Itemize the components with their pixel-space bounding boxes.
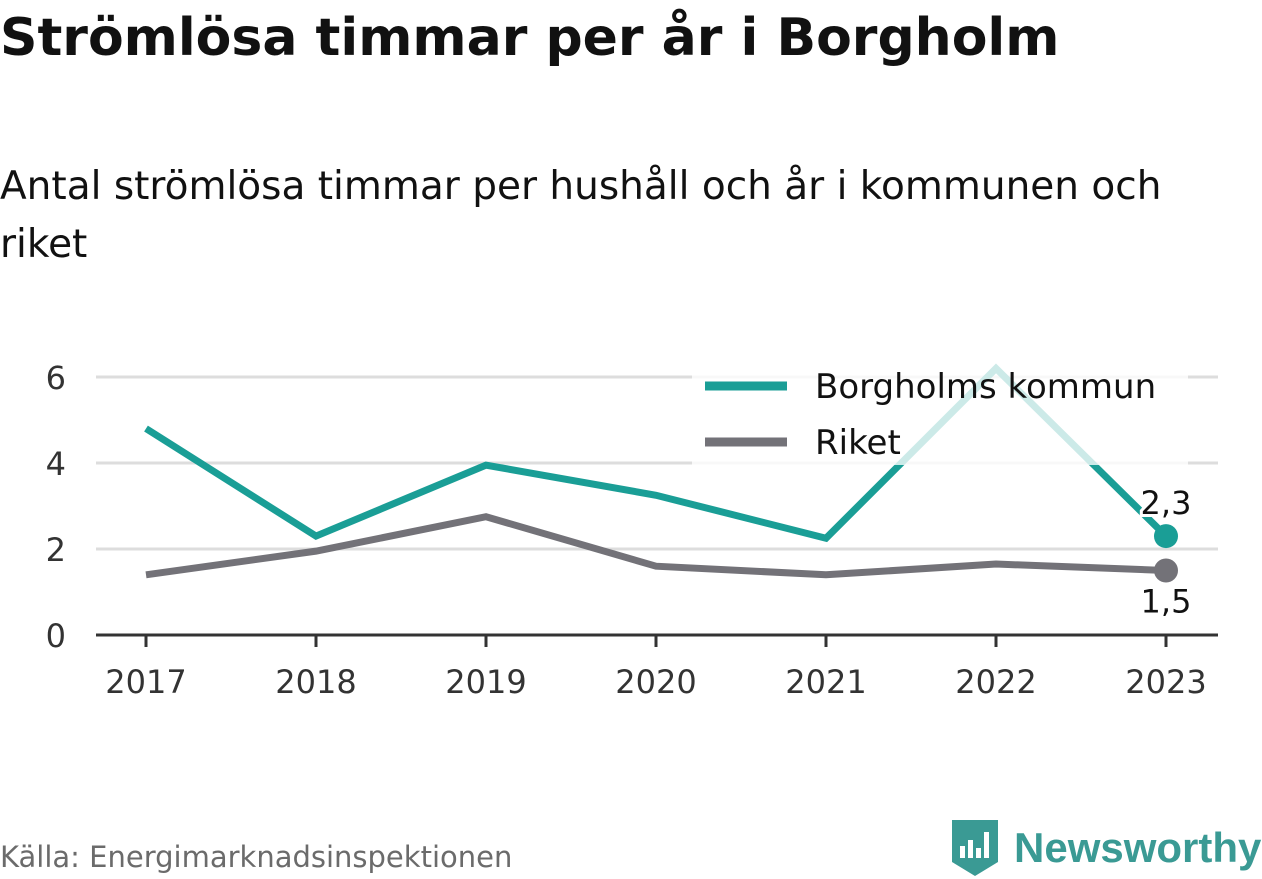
end-labels: 2,3 1,5 <box>1138 481 1195 623</box>
kommun-end-point <box>1154 524 1178 549</box>
riket-end-label: 1,5 <box>1141 583 1192 621</box>
chart-title: Strömlösa timmar per år i Borgholm <box>0 8 1060 68</box>
y-tick-label: 2 <box>46 531 66 569</box>
x-tick-label: 2021 <box>785 663 866 701</box>
legend-background <box>692 355 1188 465</box>
riket-line <box>145 513 1167 579</box>
y-tick-label: 6 <box>46 359 66 397</box>
brand-logo: Newsworthy <box>950 818 1261 878</box>
brand-name: Newsworthy <box>1014 824 1262 871</box>
y-axis-ticks: 0 2 4 6 <box>46 359 66 655</box>
x-tick-label: 2023 <box>1125 663 1206 701</box>
x-axis: 2017 2018 2019 2020 2021 2022 2023 <box>96 633 1218 701</box>
x-tick-label: 2018 <box>275 663 356 701</box>
x-tick-label: 2019 <box>445 663 526 701</box>
y-tick-label: 0 <box>46 617 66 655</box>
riket-end-point <box>1154 558 1178 583</box>
legend-label: Borgholms kommun <box>815 367 1156 407</box>
y-tick-label: 4 <box>46 445 66 483</box>
legend: Borgholms kommun Riket <box>692 355 1188 465</box>
chart-subtitle: Antal strömlösa timmar per hushåll och å… <box>0 164 1162 267</box>
x-tick-label: 2017 <box>105 663 186 701</box>
newsworthy-logo-icon <box>952 820 998 876</box>
source-note: Källa: Energimarknadsinspektionen <box>0 840 513 874</box>
x-tick-label: 2020 <box>615 663 696 701</box>
kommun-end-label: 2,3 <box>1141 484 1192 522</box>
legend-label: Riket <box>815 423 901 463</box>
x-tick-label: 2022 <box>955 663 1036 701</box>
